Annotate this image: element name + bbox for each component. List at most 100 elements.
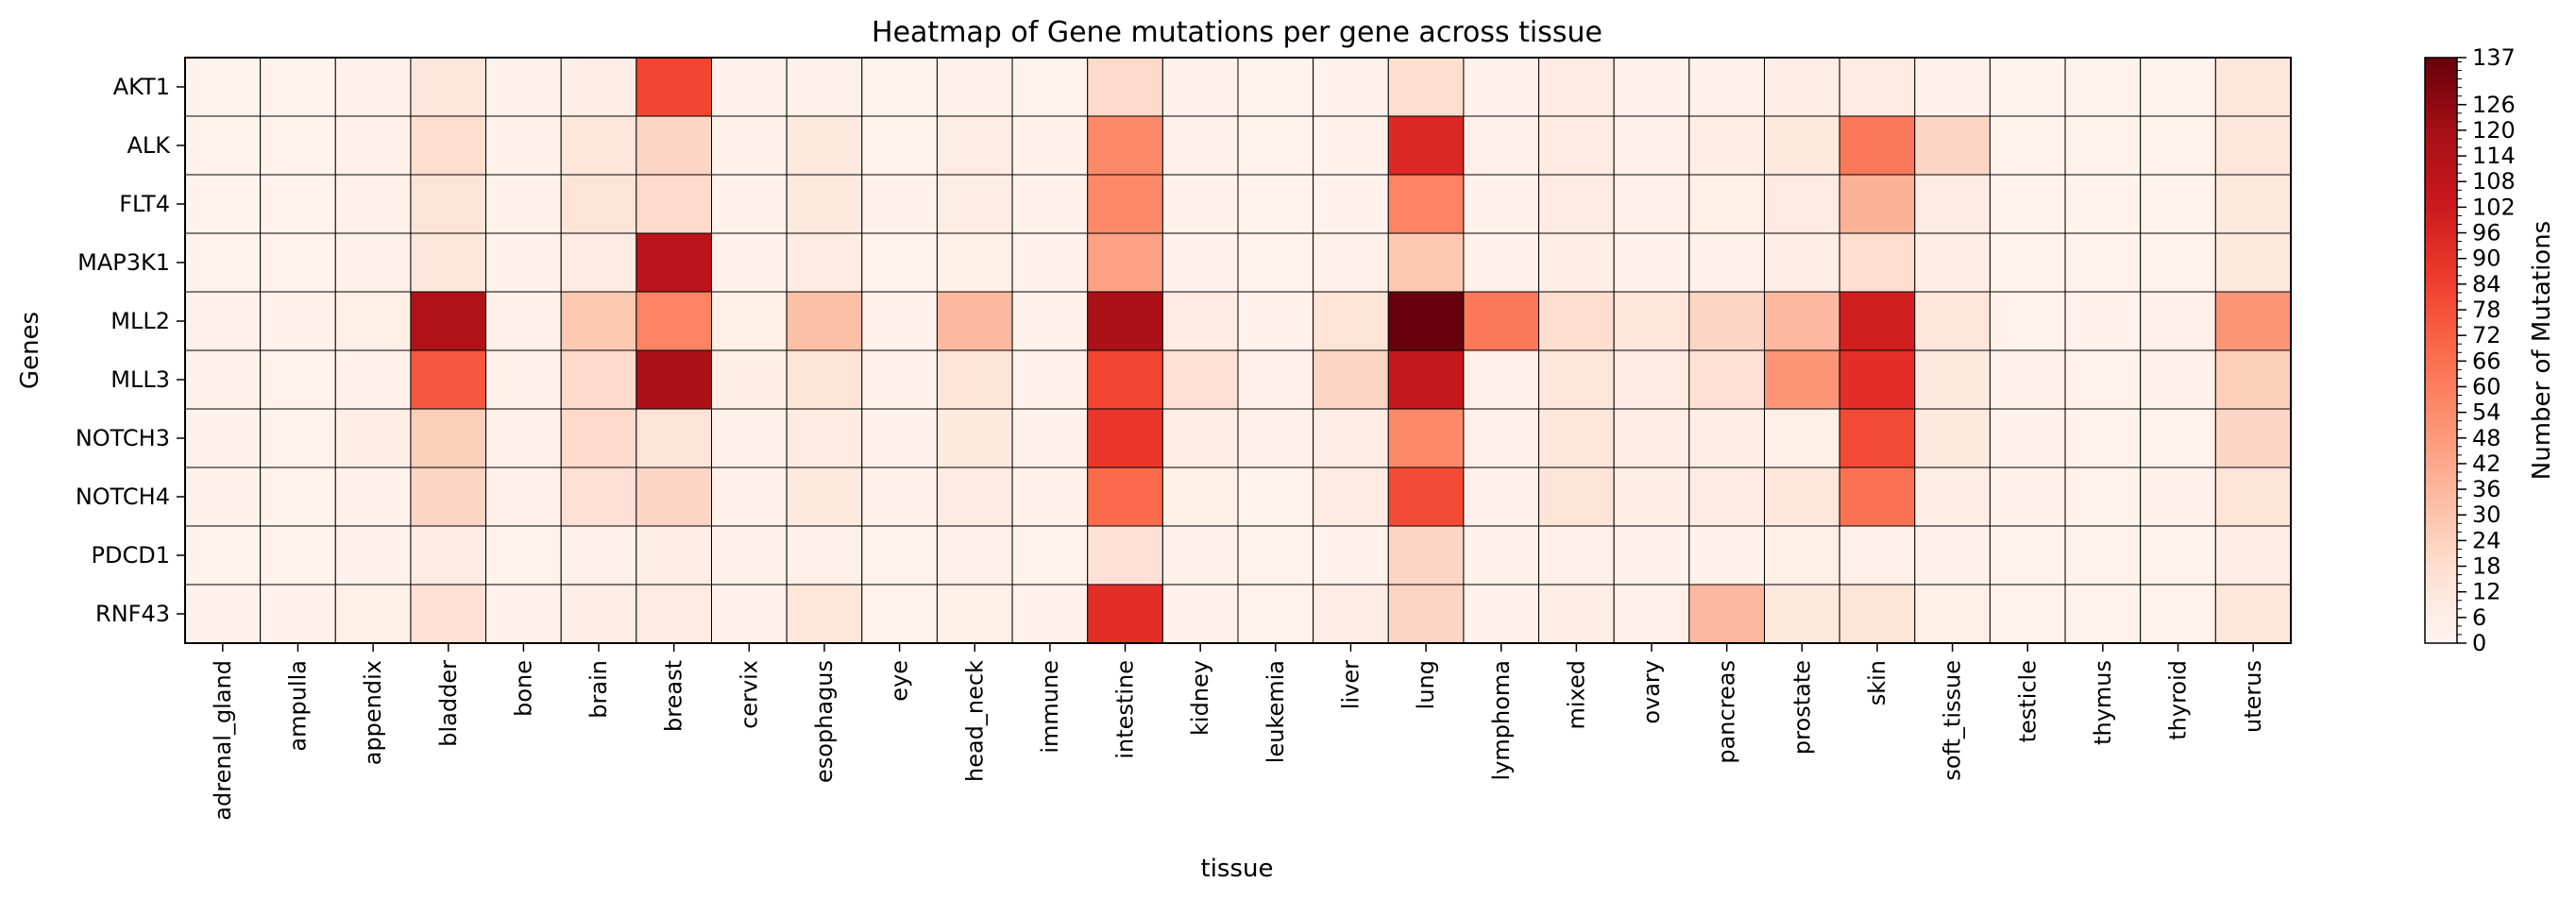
heatmap-cell-NOTCH3-mixed [1538,408,1615,468]
heatmap-cell-NOTCH4-liver [1313,467,1389,527]
heatmap-cell-PDCD1-thyroid [2140,525,2216,586]
x-tick-label: ampulla [284,660,311,752]
colorbar-tick-label: 66 [2472,348,2501,374]
y-tick-label: RNF43 [95,601,170,627]
heatmap-cell-RNF43-adrenal_gland [184,584,262,644]
heatmap-cell-PDCD1-testicle [1989,525,2066,586]
heatmap-cell-MLL3-pancreas [1688,349,1766,410]
heatmap-cell-AKT1-liver [1313,57,1389,117]
heatmap-cell-MLL3-bladder [410,349,487,410]
x-tick-label: thyroid [2165,660,2192,740]
heatmap-cell-PDCD1-lung [1387,525,1465,586]
x-tick-label: pancreas [1714,660,1740,764]
x-tick-label: leukemia [1263,660,1289,763]
heatmap-cell-AKT1-head_neck [936,57,1013,117]
heatmap-cell-MLL3-breast [636,349,712,410]
x-tick-label: brain [585,660,612,719]
heatmap-cell-MLL3-intestine [1087,349,1163,410]
x-tick-label: ovary [1638,660,1665,724]
heatmap-cell-PDCD1-pancreas [1688,525,1766,586]
heatmap-cell-AKT1-eye [861,57,938,117]
heatmap-cell-PDCD1-soft_tissue [1914,525,1991,586]
heatmap-cell-RNF43-testicle [1989,584,2066,644]
heatmap-cell-MAP3K1-breast [636,232,712,293]
heatmap-cell-RNF43-skin [1839,584,1916,644]
heatmap-cell-AKT1-uterus [2214,57,2292,117]
heatmap-cell-ALK-breast [636,115,712,176]
heatmap-cell-PDCD1-immune [1011,525,1089,586]
heatmap-cell-ALK-pancreas [1688,115,1766,176]
heatmap-cell-FLT4-brain [560,174,637,234]
heatmap-cell-NOTCH4-pancreas [1688,467,1766,527]
y-axis-title: Genes [16,312,44,389]
heatmap-cell-FLT4-appendix [334,174,412,234]
heatmap-cell-NOTCH3-bladder [410,408,487,468]
heatmap-cell-RNF43-breast [636,584,712,644]
heatmap-cell-PDCD1-bone [485,525,562,586]
heatmap-cell-MLL2-uterus [2214,291,2292,351]
heatmap-cell-MLL2-bladder [410,291,487,351]
heatmap-cell-MAP3K1-ampulla [260,232,336,293]
heatmap-cell-MLL2-bone [485,291,562,351]
colorbar-tick-label: 72 [2472,322,2501,348]
heatmap-cell-NOTCH4-esophagus [786,467,863,527]
heatmap-cell-MLL2-ampulla [260,291,336,351]
colorbar-tick-label: 0 [2472,630,2486,656]
heatmap-cell-NOTCH3-thymus [2064,408,2142,468]
heatmap-cell-MLL2-immune [1011,291,1089,351]
heatmap-cell-NOTCH3-intestine [1087,408,1163,468]
heatmap-cell-MLL3-brain [560,349,637,410]
heatmap-cell-AKT1-appendix [334,57,412,117]
heatmap-cell-FLT4-thymus [2064,174,2142,234]
heatmap-cell-NOTCH3-soft_tissue [1914,408,1991,468]
heatmap-cell-MAP3K1-appendix [334,232,412,293]
heatmap-cell-MLL2-testicle [1989,291,2066,351]
heatmap-cell-ALK-bladder [410,115,487,176]
heatmap-cell-AKT1-ovary [1613,57,1690,117]
heatmap-cell-PDCD1-liver [1313,525,1389,586]
heatmap-cell-NOTCH4-leukemia [1237,467,1314,527]
heatmap-cell-MLL2-pancreas [1688,291,1766,351]
colorbar-tick-label: 6 [2472,604,2486,631]
heatmap-cell-PDCD1-adrenal_gland [184,525,262,586]
heatmap-cell-ALK-lymphoma [1463,115,1540,176]
heatmap-cell-NOTCH3-lymphoma [1463,408,1540,468]
heatmap-cell-NOTCH3-immune [1011,408,1089,468]
heatmap-cell-MAP3K1-soft_tissue [1914,232,1991,293]
heatmap-cell-AKT1-bladder [410,57,487,117]
heatmap-cell-FLT4-kidney [1161,174,1239,234]
heatmap-cell-PDCD1-cervix [711,525,788,586]
heatmap-cell-FLT4-head_neck [936,174,1013,234]
heatmap-cell-RNF43-bone [485,584,562,644]
heatmap-cell-FLT4-soft_tissue [1914,174,1991,234]
heatmap-cell-NOTCH4-lung [1387,467,1465,527]
heatmap-cell-NOTCH3-lung [1387,408,1465,468]
heatmap-cell-RNF43-eye [861,584,938,644]
heatmap-cell-PDCD1-breast [636,525,712,586]
y-tick-label: PDCD1 [92,542,170,569]
heatmap-cell-MAP3K1-bone [485,232,562,293]
heatmap-cell-FLT4-ampulla [260,174,336,234]
colorbar-title: Number of Mutations [2528,221,2556,480]
heatmap-cell-MLL3-thymus [2064,349,2142,410]
x-tick-label: mixed [1563,660,1589,730]
heatmap-cell-ALK-head_neck [936,115,1013,176]
plot-frame [184,57,2292,644]
heatmap-cell-MLL3-adrenal_gland [184,349,262,410]
heatmap-cell-NOTCH4-adrenal_gland [184,467,262,527]
heatmap-cell-MLL3-thyroid [2140,349,2216,410]
heatmap-cell-NOTCH3-liver [1313,408,1389,468]
heatmap-cell-MLL3-appendix [334,349,412,410]
heatmap-cell-FLT4-lymphoma [1463,174,1540,234]
heatmap-cell-MAP3K1-cervix [711,232,788,293]
heatmap-cell-NOTCH3-prostate [1764,408,1840,468]
heatmap-cell-ALK-cervix [711,115,788,176]
heatmap-cell-NOTCH4-breast [636,467,712,527]
y-tick-label: FLT4 [119,191,170,217]
x-tick-label: bladder [435,660,462,747]
x-tick-label: soft_tissue [1940,660,1966,781]
heatmap-cell-NOTCH3-eye [861,408,938,468]
heatmap-cell-MAP3K1-brain [560,232,637,293]
heatmap-cell-ALK-prostate [1764,115,1840,176]
heatmap-cell-ALK-mixed [1538,115,1615,176]
